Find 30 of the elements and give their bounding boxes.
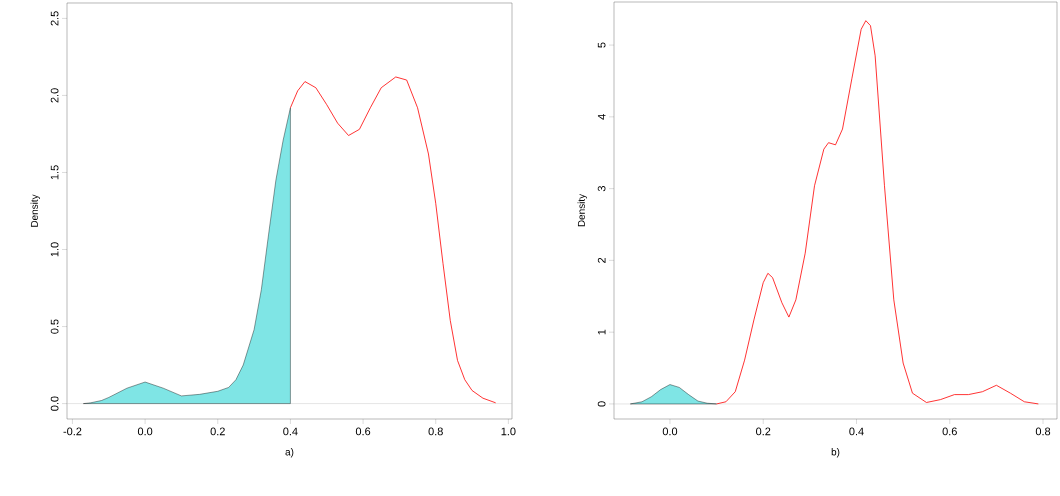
y-tick-label: 0.5	[50, 319, 59, 334]
line-series	[716, 20, 1039, 405]
x-tick-label: 0.0	[137, 427, 153, 436]
y-tick-label: 1.5	[50, 165, 59, 180]
x-tick-label: 0.6	[942, 427, 957, 436]
y-tick-label: 1.0	[50, 242, 59, 257]
x-tick-label: 0.2	[756, 427, 771, 436]
x-tick-label: 0.6	[355, 427, 371, 436]
x-tick-label: -0.2	[63, 427, 82, 436]
y-tick-label: 4	[597, 114, 606, 120]
x-tick-label: 0.4	[283, 427, 298, 436]
y-axis-title: Density	[30, 194, 40, 227]
y-tick-label: 2.5	[50, 11, 59, 26]
x-axis-title: a)	[285, 448, 294, 458]
x-tick-label: 0.0	[662, 427, 678, 436]
y-axis-title: Density	[577, 193, 587, 227]
line-series	[290, 76, 497, 404]
y-tick-label: 5	[597, 42, 606, 48]
x-tick-label: 0.8	[1035, 427, 1051, 436]
x-tick-label: 1.0	[501, 427, 516, 436]
y-tick-label: 1	[597, 329, 606, 335]
y-tick-label: 3	[597, 186, 606, 192]
y-tick-label: 0.0	[50, 396, 59, 411]
x-tick-label: 0.2	[210, 427, 225, 436]
x-axis-title: b)	[831, 448, 840, 458]
x-tick-label: 0.8	[428, 427, 443, 436]
y-tick-label: 2	[597, 257, 606, 263]
x-tick-label: 0.4	[849, 427, 864, 436]
y-tick-label: 2.0	[50, 88, 59, 103]
y-tick-label: 0	[597, 401, 606, 407]
